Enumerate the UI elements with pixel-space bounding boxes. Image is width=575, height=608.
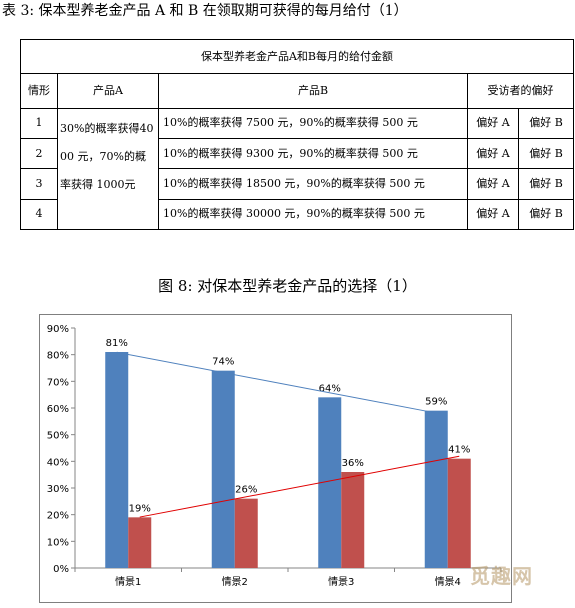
- y-tick-label: 10%: [47, 537, 69, 548]
- y-tick-label: 40%: [47, 457, 69, 468]
- table-title-row: 保本型养老金产品A和B每月的给付金额: [20, 38, 574, 75]
- y-tick-label: 30%: [47, 484, 69, 495]
- figure-caption: 图 8: 对保本型养老金产品的选择（1）: [158, 277, 417, 295]
- bar: [105, 352, 129, 568]
- data-label: 59%: [425, 397, 447, 408]
- row-number: 2: [20, 138, 58, 170]
- bar: [424, 410, 448, 568]
- x-tick-label: 情景2: [222, 575, 248, 588]
- y-tick-label: 50%: [47, 431, 69, 442]
- header-product-b: 产品B: [158, 73, 468, 109]
- row-number: 4: [20, 198, 58, 231]
- y-tick-label: 0%: [53, 564, 69, 575]
- chart-frame: 0% 10% 20% 30% 40% 50% 60% 70% 80% 90% 情景1 情景2 情景3 情景…: [39, 314, 512, 603]
- data-label: 64%: [319, 383, 341, 394]
- header-preference: 受访者的偏好: [467, 73, 574, 109]
- product-b-description: 10%的概率获得 30000 元，90%的概率获得 500 元: [158, 198, 468, 231]
- row-number: 3: [20, 168, 58, 200]
- trend-line: [139, 455, 460, 518]
- data-label: 81%: [106, 338, 128, 349]
- watermark-logo: 觅趣网: [470, 564, 533, 588]
- product-b-description: 10%的概率获得 7500 元，90%的概率获得 500 元: [158, 107, 468, 140]
- y-tick-label: 80%: [47, 351, 69, 362]
- y-tick-label: 60%: [47, 404, 69, 415]
- y-tick-label: 20%: [47, 511, 69, 522]
- bar: [447, 458, 471, 568]
- data-label: 36%: [342, 458, 364, 469]
- x-tick-label: 情景3: [328, 575, 354, 588]
- prefer-b-option: 偏好 B: [518, 168, 574, 200]
- prefer-b-option: 偏好 B: [518, 138, 574, 170]
- x-tick-label: 情景1: [115, 575, 141, 588]
- trend-line: [116, 351, 437, 414]
- bar: [234, 498, 258, 568]
- x-tick-label: 情景4: [435, 575, 461, 588]
- table-header-row: 情形 产品A 产品B 受访者的偏好: [20, 73, 574, 109]
- data-label: 41%: [448, 445, 470, 456]
- data-label: 26%: [235, 485, 257, 496]
- y-tick-label: 90%: [47, 324, 69, 335]
- row-number: 1: [20, 107, 58, 140]
- bar: [318, 397, 342, 568]
- prefer-b-option: 偏好 B: [518, 198, 574, 231]
- product-b-description: 10%的概率获得 18500 元，90%的概率获得 500 元: [158, 168, 468, 200]
- table-row: 1 30%的概率获得4000 元，70%的概率获得 1000元 10%的概率获得…: [20, 107, 574, 231]
- pension-product-table: 保本型养老金产品A和B每月的给付金额 情形 产品A 产品B 受访者的偏好 1 3…: [20, 38, 574, 231]
- y-tick-label: 70%: [47, 377, 69, 388]
- prefer-a-option: 偏好 A: [467, 138, 519, 170]
- data-label: 74%: [212, 357, 234, 368]
- table-row: 4 10%的概率获得 30000 元，90%的概率获得 500 元 偏好 A 偏…: [20, 198, 574, 231]
- product-b-description: 10%的概率获得 9300 元，90%的概率获得 500 元: [158, 138, 468, 170]
- bar: [128, 517, 152, 568]
- prefer-b-option: 偏好 B: [518, 107, 574, 140]
- prefer-a-option: 偏好 A: [467, 198, 519, 231]
- bar-chart: 0% 10% 20% 30% 40% 50% 60% 70% 80% 90% 情景1 情景2 情景3 情景…: [47, 324, 502, 588]
- table-row: 3 10%的概率获得 18500 元，90%的概率获得 500 元 偏好 A 偏…: [20, 168, 574, 200]
- prefer-a-option: 偏好 A: [467, 168, 519, 200]
- prefer-a-option: 偏好 A: [467, 107, 519, 140]
- table-title: 保本型养老金产品A和B每月的给付金额: [20, 38, 574, 75]
- header-product-a: 产品A: [57, 73, 159, 109]
- table-caption: 表 3: 保本型养老金产品 A 和 B 在领取期可获得的每月给付（1）: [2, 3, 408, 19]
- bar: [341, 472, 365, 568]
- product-a-description: 30%的概率获得4000 元，70%的概率获得 1000元: [57, 107, 159, 231]
- bar: [211, 370, 235, 568]
- header-scenario: 情形: [20, 73, 58, 109]
- data-label: 19%: [129, 503, 151, 514]
